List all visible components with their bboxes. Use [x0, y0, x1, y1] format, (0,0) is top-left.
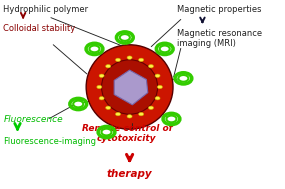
Circle shape [166, 116, 176, 122]
Circle shape [106, 64, 111, 68]
Circle shape [155, 97, 160, 100]
Circle shape [155, 74, 160, 77]
Ellipse shape [101, 60, 158, 114]
Ellipse shape [86, 45, 173, 129]
Text: Remote control of
cytotoxicity: Remote control of cytotoxicity [82, 124, 172, 143]
Text: Hydrophilic polymer: Hydrophilic polymer [3, 5, 89, 14]
Text: Fluorescence-imaging: Fluorescence-imaging [3, 137, 97, 146]
Circle shape [127, 115, 132, 118]
Circle shape [148, 106, 154, 109]
Circle shape [97, 85, 102, 89]
Circle shape [99, 74, 104, 77]
Text: Fluorescence: Fluorescence [3, 115, 63, 124]
Circle shape [106, 106, 111, 109]
Circle shape [139, 58, 144, 62]
Polygon shape [114, 70, 148, 105]
Text: therapy: therapy [107, 169, 152, 179]
Text: Magnetic resonance
imaging (MRI): Magnetic resonance imaging (MRI) [177, 29, 262, 48]
Circle shape [99, 97, 104, 100]
Circle shape [157, 85, 162, 89]
Circle shape [139, 112, 144, 116]
Circle shape [101, 129, 111, 136]
Text: Colloidal stability: Colloidal stability [3, 24, 76, 33]
Circle shape [148, 64, 154, 68]
Circle shape [120, 34, 130, 41]
Text: Magnetic properties: Magnetic properties [177, 5, 262, 14]
Circle shape [89, 46, 99, 52]
Circle shape [178, 75, 188, 82]
Circle shape [127, 56, 132, 59]
Circle shape [115, 58, 121, 62]
Circle shape [73, 101, 83, 107]
Circle shape [160, 46, 170, 52]
Circle shape [115, 112, 121, 116]
